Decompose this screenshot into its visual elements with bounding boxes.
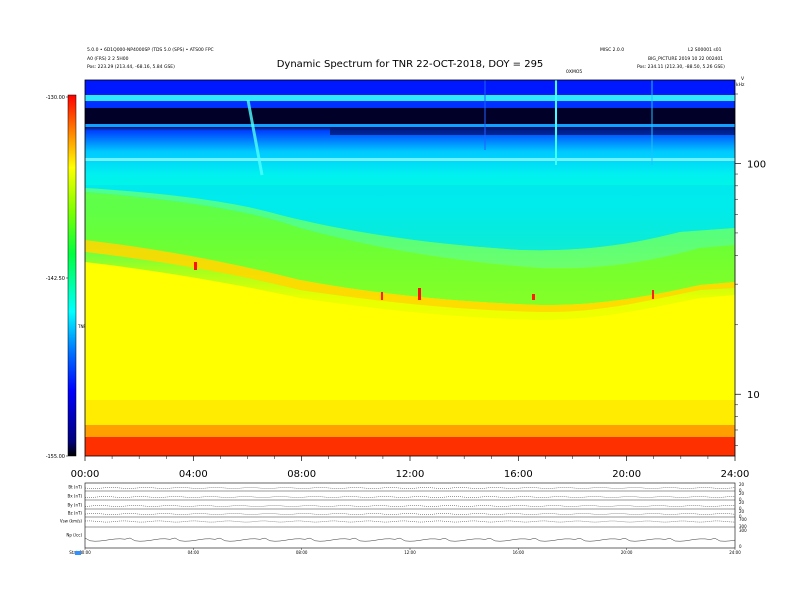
cyan-line-100	[85, 158, 735, 161]
panel-trace	[84, 513, 736, 515]
panel-label: Vsw (km/s)	[60, 519, 83, 524]
top-blue-band	[85, 80, 735, 94]
panel-label: By (nT)	[68, 503, 83, 508]
x-axis: 00:00 04:00 08:00 12:00 16:00 20:00 24:00	[71, 456, 750, 480]
panel-right-tick: 0	[739, 544, 742, 549]
upper-dark-band	[85, 108, 735, 124]
burst-11h	[381, 292, 383, 300]
parameter-panels: Bt (nT) Bx (nT) By (nT) Bz (nT) Vsw (km/s) Np…	[60, 482, 747, 555]
panel-trace	[84, 520, 736, 523]
y-axis: 10 100	[735, 93, 766, 446]
panel-right-tick: 0	[739, 488, 742, 493]
panel-right-tick: 20	[739, 482, 745, 487]
header-left-line1: 5.0.0 • 6D1Q000-NP4000SP (TDS 5.0 (SPS) …	[87, 48, 214, 53]
status-marker	[75, 551, 81, 555]
burst-16h	[532, 294, 535, 300]
header-center-small: 0XMO5	[566, 70, 583, 75]
green-band	[85, 192, 735, 306]
colorbar-tick-label: -142.50	[46, 276, 65, 282]
header-left-line3: Pos: 223.29 (213.44, -68.16, 5.84 GSE)	[87, 65, 175, 70]
orange-boundary	[85, 240, 735, 313]
panel-right-tick: 20	[739, 509, 745, 514]
spectrogram	[85, 80, 735, 456]
upper-dark-edge	[85, 124, 735, 127]
panel-right-tick: 300	[739, 524, 747, 529]
panel-x-tick-label: 00:00	[79, 550, 91, 555]
header-right-line2: BIG_PICTURE 2019 10 22 002401	[648, 57, 724, 62]
blue-line	[85, 101, 735, 108]
panels-frame	[84, 482, 736, 549]
low-frequency-band	[85, 437, 735, 456]
y-tick-label: 10	[747, 390, 760, 401]
colorbar-tick-label: -155.00	[46, 454, 65, 460]
top-cyan-line	[85, 95, 735, 101]
density-trace	[84, 537, 736, 542]
panel-x-tick-label: 04:00	[188, 550, 200, 555]
panel-right-tick: 700	[739, 517, 747, 522]
header-right-top-a: MISC 2.0.0	[600, 48, 625, 53]
colorbar	[67, 94, 77, 457]
panel-x-tick-label: 20:00	[621, 550, 633, 555]
x-tick-label: 12:00	[396, 469, 425, 480]
orange-band	[85, 425, 735, 437]
panel-right-tick: 300	[739, 528, 747, 533]
panel-right-tick: 0	[739, 497, 742, 502]
burst-12h	[418, 288, 421, 300]
header-right-top-b: L2 S00001 s01	[688, 48, 722, 53]
panel-x-tick-label: 08:00	[296, 550, 308, 555]
panel-right-tick: 20	[739, 491, 745, 496]
panel-label: Bz (nT)	[68, 511, 83, 516]
corner-khz-label: kHz	[736, 83, 745, 88]
panel-right-tick: 20	[739, 500, 745, 505]
panel-label: Bx (nT)	[68, 494, 83, 499]
chart-title: Dynamic Spectrum for TNR 22-OCT-2018, DO…	[276, 59, 544, 70]
colorbar-label: TNR	[77, 324, 86, 329]
burst-21h	[652, 290, 654, 299]
yellow-orange-band	[85, 400, 735, 425]
panel-trace	[84, 505, 736, 507]
panel-x-tick-label: 12:00	[404, 550, 416, 555]
green-transition	[85, 188, 735, 269]
panel-right-tick: 0	[739, 514, 742, 519]
panel-x-tick-label: 16:00	[513, 550, 525, 555]
panel-trace	[84, 496, 736, 498]
panel-label: Bt (nT)	[68, 485, 82, 490]
header-left-line2: A0 (FRS) 2 2 5H00	[87, 57, 129, 62]
y-tick-label: 100	[747, 159, 766, 170]
x-tick-label: 24:00	[721, 469, 750, 480]
x-tick-label: 08:00	[287, 469, 316, 480]
burst-4h	[194, 262, 197, 270]
x-tick-label: 16:00	[504, 469, 533, 480]
upper-dark-tail	[330, 127, 735, 135]
drift-feature	[246, 99, 264, 176]
colorbar-tick-label: -130.00	[46, 95, 65, 101]
cyan-band	[85, 185, 735, 251]
x-tick-label: 00:00	[71, 469, 100, 480]
panel-x-tick-label: 24:00	[729, 550, 741, 555]
panel-label: Np (/cc)	[66, 533, 82, 538]
panel-trace	[84, 487, 736, 489]
panel-right-tick: 0	[739, 506, 742, 511]
corner-v-label: V	[741, 77, 745, 82]
header-right-line3: Pos: 234.11 (212.30, -88.50, 5.26 GSE)	[637, 65, 725, 70]
x-tick-label: 20:00	[612, 469, 641, 480]
x-tick-label: 04:00	[179, 469, 208, 480]
colorbar-ticks: -130.00 -142.50 -155.00	[46, 95, 68, 460]
